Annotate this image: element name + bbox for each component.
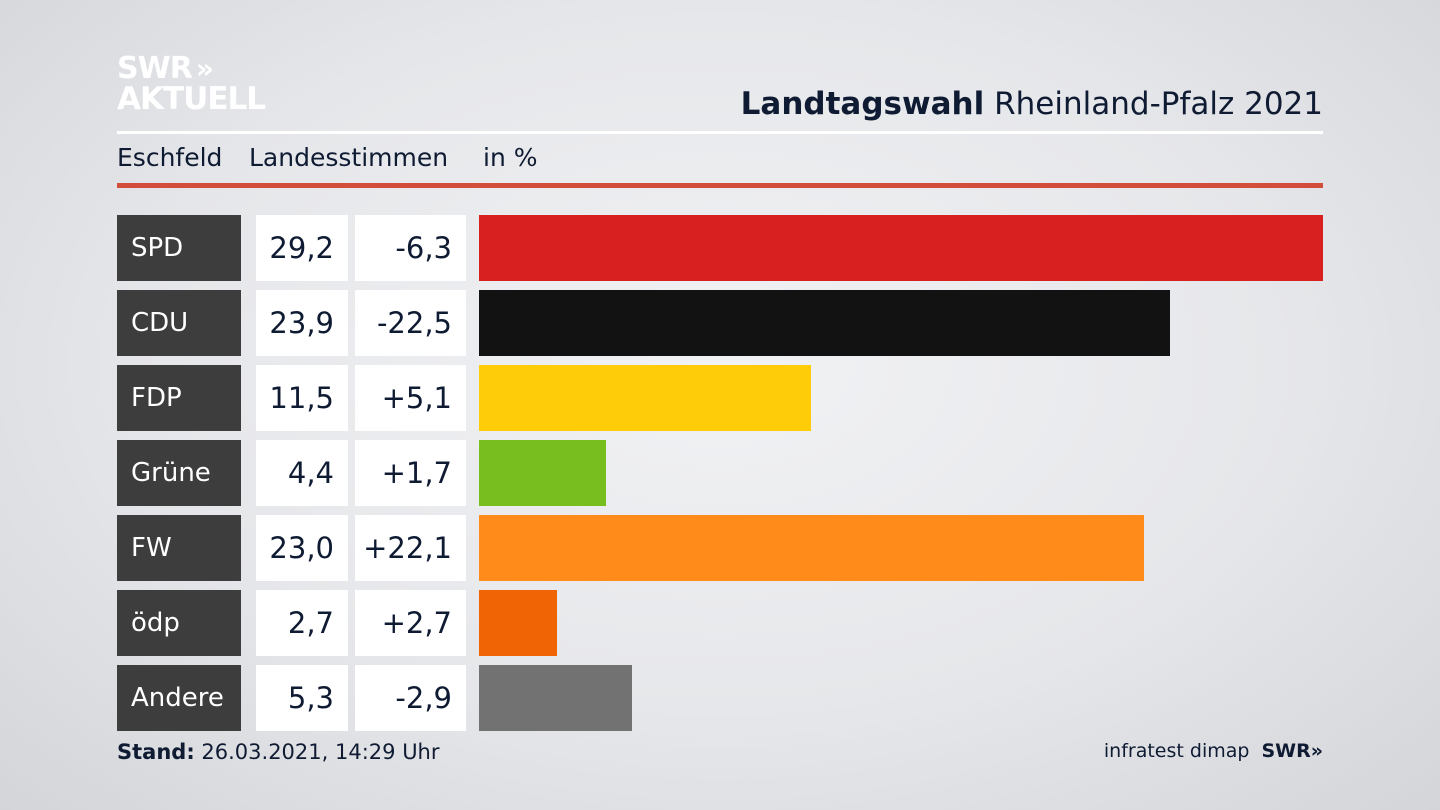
vote-change-label: +1,7 xyxy=(355,440,466,506)
vote-change-label: -6,3 xyxy=(355,215,466,281)
vote-share-label: 23,9 xyxy=(256,290,348,356)
vote-change-label: +22,1 xyxy=(355,515,466,581)
vote-share-label: 29,2 xyxy=(256,215,348,281)
district-label: Eschfeld xyxy=(117,143,223,172)
chart-row: FW 23,0 +22,1 xyxy=(117,515,1323,581)
chart-row: ödp 2,7 +2,7 xyxy=(117,590,1323,656)
vote-share-bar xyxy=(479,515,1144,581)
vote-share-bar xyxy=(479,365,811,431)
chart-title-rest: Rheinland-Pfalz 2021 xyxy=(994,86,1323,122)
vote-share-bar xyxy=(479,440,606,506)
party-label: ödp xyxy=(117,590,241,656)
chart-row: SPD 29,2 -6,3 xyxy=(117,215,1323,281)
source-credit: infratest dimap SWR» xyxy=(1104,740,1323,762)
chart-row: FDP 11,5 +5,1 xyxy=(117,365,1323,431)
party-label: SPD xyxy=(117,215,241,281)
vote-share-bar xyxy=(479,290,1170,356)
party-label: Andere xyxy=(117,665,241,731)
unit-label: in % xyxy=(483,143,538,172)
party-label: CDU xyxy=(117,290,241,356)
swr-brand-text: SWR xyxy=(1261,740,1311,762)
vote-type-label: Landesstimmen xyxy=(249,143,449,172)
vote-share-label: 2,7 xyxy=(256,590,348,656)
vote-share-label: 5,3 xyxy=(256,665,348,731)
source-name: infratest dimap xyxy=(1103,740,1250,762)
swr-brand-logo: SWR» xyxy=(1261,740,1323,762)
vote-change-label: +5,1 xyxy=(355,365,466,431)
timestamp-label: Stand: xyxy=(117,740,195,764)
timestamp: Stand: 26.03.2021, 14:29 Uhr xyxy=(117,740,440,764)
vote-change-label: -22,5 xyxy=(355,290,466,356)
party-label: Grüne xyxy=(117,440,241,506)
vote-share-bar xyxy=(479,665,632,731)
vote-share-bar xyxy=(479,215,1323,281)
vote-share-bar xyxy=(479,590,557,656)
chevron-right-icon: » xyxy=(195,52,214,85)
logo-aktuell-text: AKTUELL xyxy=(117,81,266,117)
logo-swr-text: SWR xyxy=(117,51,193,86)
timestamp-value: 26.03.2021, 14:29 Uhr xyxy=(201,740,440,764)
swr-aktuell-logo: SWR» AKTUELL xyxy=(117,51,266,117)
vote-share-label: 11,5 xyxy=(256,365,348,431)
chart-row: Andere 5,3 -2,9 xyxy=(117,665,1323,731)
chart-title: Landtagswahl Rheinland-Pfalz 2021 xyxy=(741,86,1323,122)
vote-change-label: -2,9 xyxy=(355,665,466,731)
party-label: FW xyxy=(117,515,241,581)
party-label: FDP xyxy=(117,365,241,431)
chart-title-bold: Landtagswahl xyxy=(740,86,985,122)
vote-share-label: 4,4 xyxy=(256,440,348,506)
chart-row: CDU 23,9 -22,5 xyxy=(117,290,1323,356)
vote-change-label: +2,7 xyxy=(355,590,466,656)
vote-share-label: 23,0 xyxy=(256,515,348,581)
header-divider xyxy=(117,131,1323,134)
chevron-right-icon: » xyxy=(1310,740,1323,762)
chart-row: Grüne 4,4 +1,7 xyxy=(117,440,1323,506)
subheader-divider xyxy=(117,183,1323,188)
